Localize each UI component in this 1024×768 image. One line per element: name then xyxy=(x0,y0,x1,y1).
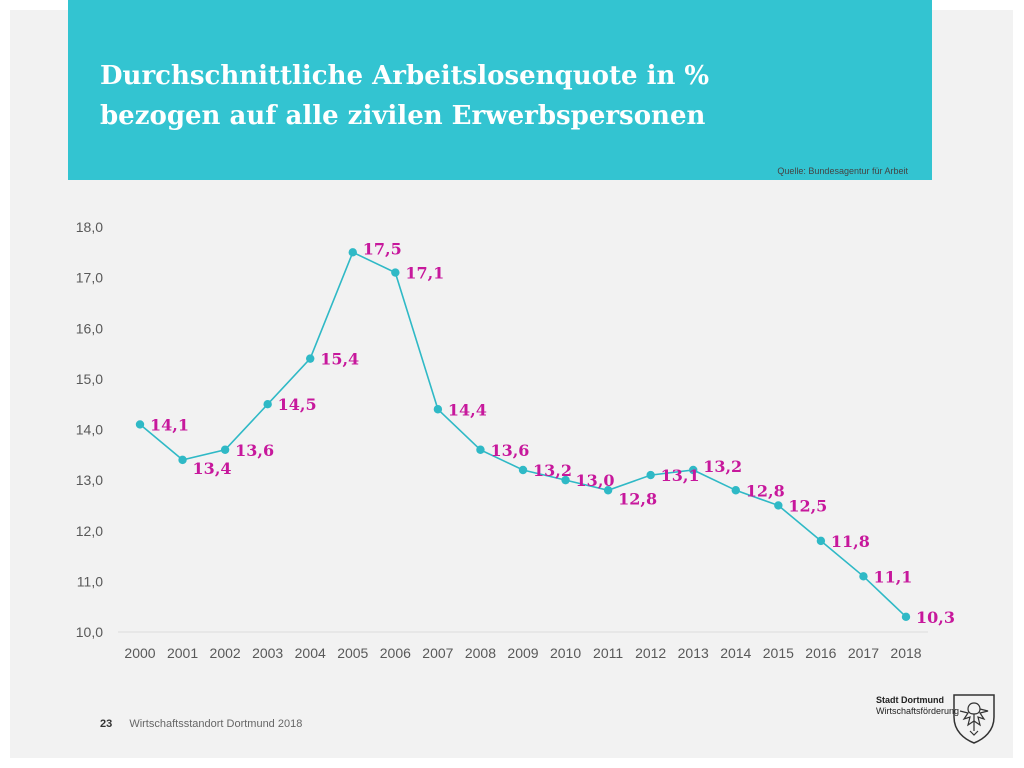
y-tick-label: 14,0 xyxy=(76,422,103,438)
footer-text: Wirtschaftsstandort Dortmund 2018 xyxy=(129,718,303,730)
data-label: 13,2 xyxy=(533,461,572,480)
y-tick-label: 18,0 xyxy=(76,219,103,235)
title-line-1: Durchschnittliche Arbeitslosenquote in % xyxy=(100,61,710,91)
data-label: 17,5 xyxy=(363,239,402,258)
data-point xyxy=(135,420,145,429)
x-tick-label: 2016 xyxy=(805,645,836,661)
x-tick-label: 2014 xyxy=(720,645,751,661)
logo-line-1: Stadt Dortmund xyxy=(876,695,944,705)
data-point xyxy=(220,445,230,454)
data-point xyxy=(433,405,443,414)
data-label: 14,5 xyxy=(278,395,317,414)
x-tick-label: 2011 xyxy=(593,645,623,661)
data-point xyxy=(901,612,911,622)
data-label: 13,6 xyxy=(235,441,274,460)
x-tick-label: 2006 xyxy=(380,645,411,661)
data-point xyxy=(178,455,187,465)
x-axis: 2000 2001 2002 2003 2004 2005 2006 2007 2008 2009… xyxy=(118,631,928,661)
data-label: 11,8 xyxy=(831,532,870,551)
data-point xyxy=(561,475,570,485)
x-tick-label: 2007 xyxy=(422,645,453,661)
data-label: 13,0 xyxy=(576,471,615,490)
page-title: Durchschnittliche Arbeitslosenquote in %… xyxy=(100,56,900,136)
data-label: 13,6 xyxy=(490,441,529,460)
x-tick-label: 2012 xyxy=(635,645,666,661)
chart-series: 14,113,413,614,515,417,517,114,413,613,2… xyxy=(135,239,955,627)
data-label: 12,8 xyxy=(618,489,657,508)
data-label: 13,2 xyxy=(703,457,742,476)
data-point xyxy=(816,536,826,546)
x-tick-label: 2018 xyxy=(890,645,921,661)
data-point xyxy=(603,486,613,495)
x-tick-label: 2002 xyxy=(210,645,241,661)
y-tick-label: 11,0 xyxy=(77,573,103,589)
page-number: 23 xyxy=(100,718,113,730)
data-point xyxy=(518,465,528,475)
data-label: 17,1 xyxy=(405,264,444,283)
series-line xyxy=(139,251,907,618)
data-point xyxy=(646,470,655,480)
x-tick-label: 2000 xyxy=(124,645,155,661)
data-point xyxy=(859,572,868,581)
y-tick-label: 12,0 xyxy=(76,523,103,539)
data-point xyxy=(476,445,485,454)
data-point xyxy=(774,501,783,510)
x-tick-label: 2004 xyxy=(295,645,326,661)
x-tick-label: 2003 xyxy=(252,645,283,661)
logo-line-2: Wirtschaftsförderung xyxy=(876,706,960,716)
data-label: 11,1 xyxy=(873,567,912,586)
y-tick-label: 13,0 xyxy=(76,472,103,488)
x-tick-label: 2013 xyxy=(678,645,709,661)
data-label: 13,1 xyxy=(661,466,700,485)
source-note: Quelle: Bundesagentur für Arbeit xyxy=(777,166,908,176)
data-point xyxy=(689,465,698,475)
x-tick-label: 2009 xyxy=(507,645,538,661)
x-tick-label: 2008 xyxy=(465,645,496,661)
y-tick-label: 17,0 xyxy=(76,270,103,286)
data-label: 14,4 xyxy=(448,400,487,419)
header-banner: Durchschnittliche Arbeitslosenquote in %… xyxy=(68,0,932,180)
y-tick-label: 15,0 xyxy=(76,371,103,387)
dortmund-eagle-crest-icon xyxy=(953,694,995,744)
x-tick-label: 2017 xyxy=(848,645,879,661)
data-point xyxy=(348,248,357,257)
title-line-2: bezogen auf alle zivilen Erwerbspersonen xyxy=(100,101,706,131)
data-label: 15,4 xyxy=(320,350,359,369)
data-label: 13,4 xyxy=(193,459,232,478)
data-point xyxy=(731,486,740,495)
data-label: 10,3 xyxy=(916,608,955,627)
data-point xyxy=(263,399,272,409)
data-label: 12,8 xyxy=(746,481,785,500)
stadt-dortmund-logo: Stadt Dortmund Wirtschaftsförderung xyxy=(870,691,1000,747)
data-label: 14,1 xyxy=(150,415,189,434)
x-tick-label: 2005 xyxy=(337,645,368,661)
x-tick-label: 2015 xyxy=(763,645,794,661)
x-tick-label: 2010 xyxy=(550,645,581,661)
data-point xyxy=(391,268,400,277)
footer: 23 Wirtschaftsstandort Dortmund 2018 xyxy=(100,718,302,730)
y-tick-label: 10,0 xyxy=(76,624,103,640)
x-tick-label: 2001 xyxy=(167,645,198,661)
data-point xyxy=(306,354,315,363)
y-tick-label: 16,0 xyxy=(76,320,103,336)
y-axis: 10,0 11,0 12,0 13,0 14,0 15,0 16,0 17,0 18,0 xyxy=(76,219,103,640)
data-label: 12,5 xyxy=(788,496,827,515)
